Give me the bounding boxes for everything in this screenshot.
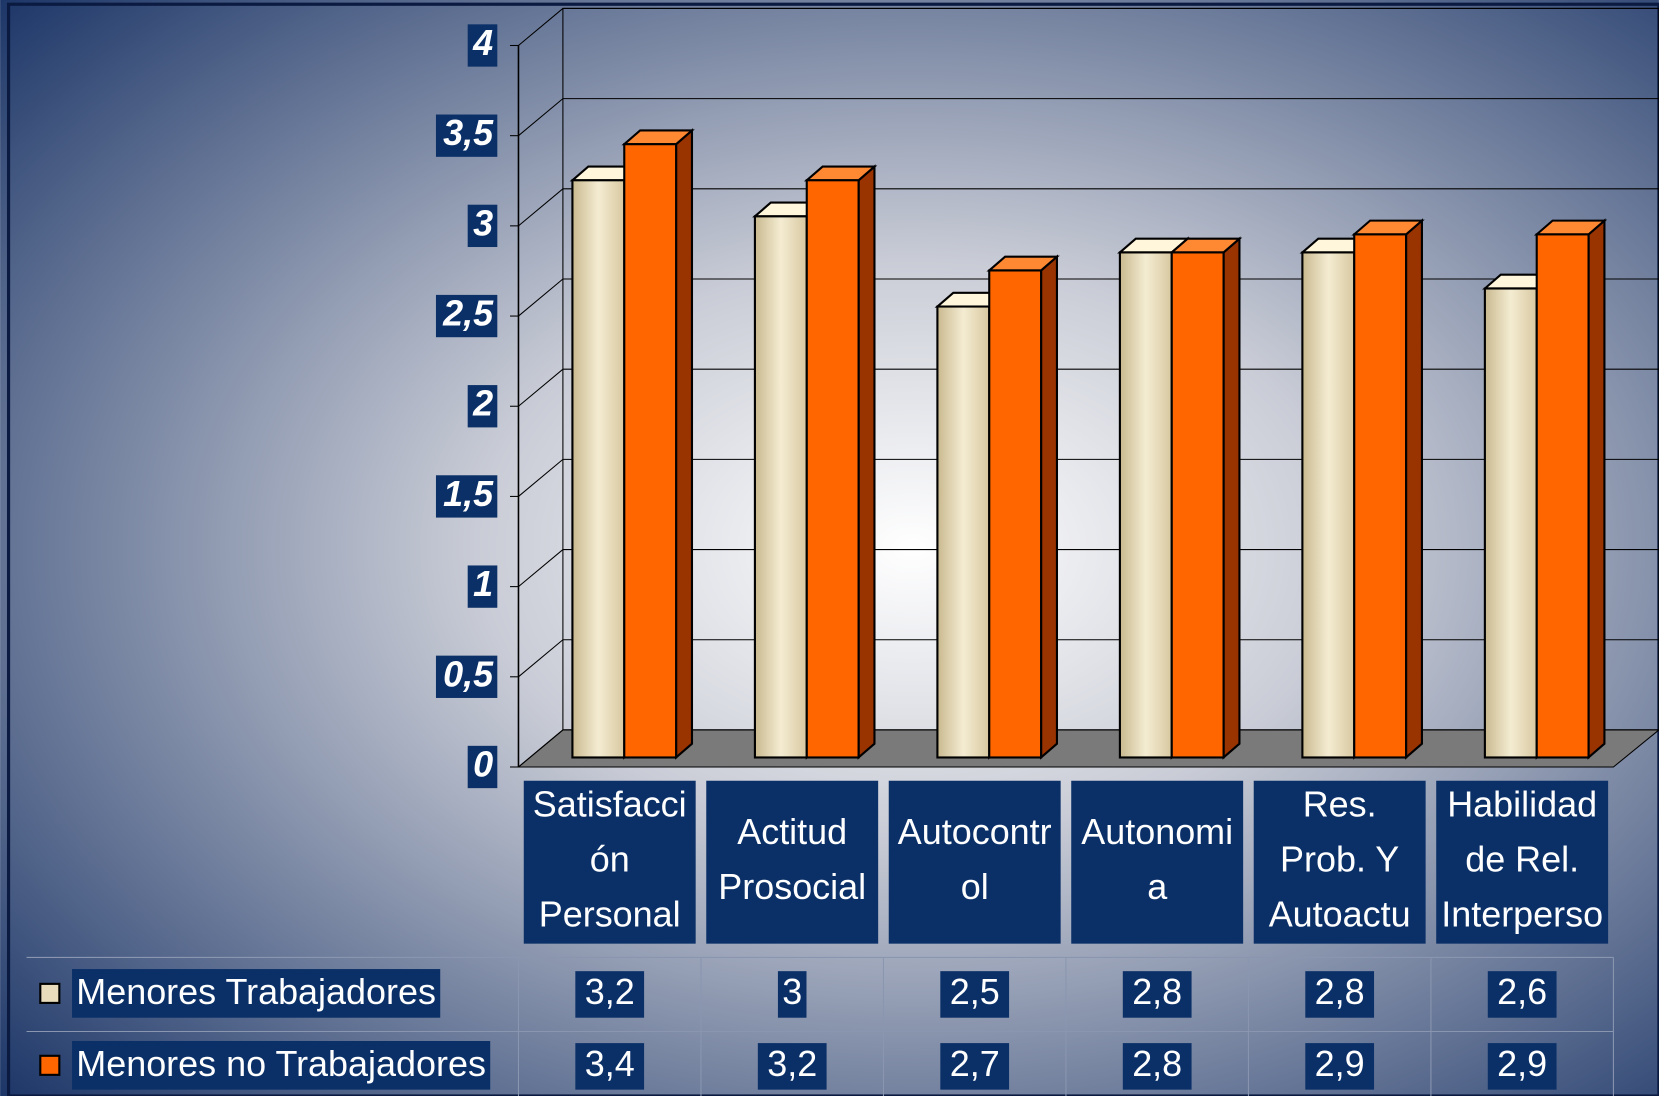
bar-side: [1040, 254, 1059, 760]
bar: [1353, 233, 1408, 759]
value-label: 2,7: [950, 1043, 1000, 1084]
x-tick-label: ol: [961, 866, 989, 907]
value-label-box: [1122, 1043, 1192, 1090]
y-tick-label: 3,5: [443, 112, 494, 153]
x-tick-label: Actitud: [737, 811, 847, 852]
bar: [1170, 251, 1225, 759]
y-tick-label: 3: [473, 202, 493, 243]
grid-line: [518, 549, 564, 588]
grid-line: [518, 8, 564, 46]
x-tick-label: Autoactu: [1269, 894, 1411, 935]
legend-label-box: [72, 969, 441, 1018]
category-box: [523, 780, 696, 944]
x-tick-label: ón: [590, 839, 630, 880]
bar: [1301, 251, 1356, 759]
x-tick-label: Interperso: [1441, 894, 1603, 935]
bar: [805, 179, 860, 759]
bar: [936, 305, 991, 759]
x-tick-label: Prob. Y: [1280, 839, 1399, 880]
value-label: 2,9: [1315, 1043, 1365, 1084]
grid-line: [518, 729, 564, 768]
bar-side: [675, 128, 694, 760]
value-label-box: [940, 1043, 1010, 1090]
category-box: [706, 780, 879, 944]
tick-label-box: [467, 565, 498, 608]
value-label: 2,6: [1497, 971, 1547, 1012]
category-box: [1253, 780, 1426, 944]
grid-line: [518, 458, 564, 497]
y-tick-label: 1,5: [443, 473, 494, 514]
x-tick-label: Prosocial: [718, 866, 866, 907]
x-tick-label: Habilidad: [1447, 784, 1597, 825]
x-tick-label: Personal: [539, 894, 681, 935]
tick-label-box: [467, 204, 498, 248]
tick-label-box: [435, 475, 498, 518]
value-label: 2,8: [1315, 971, 1365, 1012]
bar-side: [1222, 236, 1241, 760]
value-label: 3,2: [585, 971, 635, 1012]
bar: [753, 215, 808, 759]
grid-line: [518, 368, 564, 407]
tick-label-box: [467, 385, 498, 428]
tick-label-box: [435, 114, 498, 157]
x-tick-label: Autocontr: [898, 811, 1052, 852]
value-label: 2,8: [1132, 971, 1182, 1012]
y-tick-label: 0,5: [443, 653, 494, 694]
x-tick-label: de Rel.: [1465, 839, 1579, 880]
tick-label-box: [435, 294, 498, 338]
value-label: 3,4: [585, 1043, 635, 1084]
value-label: 3: [782, 971, 802, 1012]
bar: [571, 179, 626, 759]
value-label: 2,8: [1132, 1043, 1182, 1084]
y-tick-label: 2,5: [442, 293, 494, 334]
value-label-box: [1487, 1043, 1557, 1090]
value-label-box: [1487, 971, 1557, 1018]
category-box: [888, 780, 1061, 944]
bar: [1483, 287, 1538, 759]
value-label-box: [575, 1043, 645, 1090]
legend-swatch: [39, 1054, 61, 1076]
value-label-box: [575, 971, 645, 1018]
bar: [1118, 251, 1173, 759]
y-tick-label: 1: [473, 563, 493, 604]
legend-swatch: [39, 982, 61, 1004]
category-box: [1071, 780, 1244, 944]
grid-line: [518, 188, 564, 227]
y-tick-label: 4: [472, 22, 493, 63]
bar-side: [1405, 218, 1423, 760]
value-label-box: [777, 971, 807, 1018]
value-label-box: [1305, 971, 1375, 1018]
bar-side: [857, 164, 876, 760]
tick-label-box: [467, 24, 498, 67]
bar: [1535, 233, 1590, 759]
x-tick-label: Res.: [1303, 784, 1377, 825]
tick-label-box: [467, 745, 498, 789]
grid-line: [518, 639, 564, 678]
value-label: 3,2: [767, 1043, 817, 1084]
category-box: [1436, 780, 1609, 944]
bar: [988, 269, 1043, 759]
grid-line: [518, 278, 564, 317]
grid-line: [518, 98, 564, 137]
y-tick-label: 0: [473, 743, 493, 784]
value-label-box: [757, 1043, 827, 1090]
value-label-box: [1122, 971, 1192, 1018]
bar-side: [1587, 218, 1606, 760]
value-label: 2,5: [950, 971, 1000, 1012]
bar: [623, 143, 678, 759]
legend-label: Menores Trabajadores: [76, 971, 436, 1012]
legend-label-box: [72, 1040, 491, 1090]
x-tick-label: Autonomi: [1081, 811, 1233, 852]
value-label-box: [1305, 1043, 1375, 1090]
x-tick-label: a: [1147, 866, 1167, 907]
y-tick-label: 2: [472, 383, 493, 424]
legend-label: Menores no Trabajadores: [76, 1043, 486, 1084]
tick-label-box: [435, 655, 498, 698]
value-label-box: [940, 971, 1010, 1018]
x-tick-label: Satisfacci: [533, 784, 687, 825]
value-label: 2,9: [1497, 1043, 1547, 1084]
